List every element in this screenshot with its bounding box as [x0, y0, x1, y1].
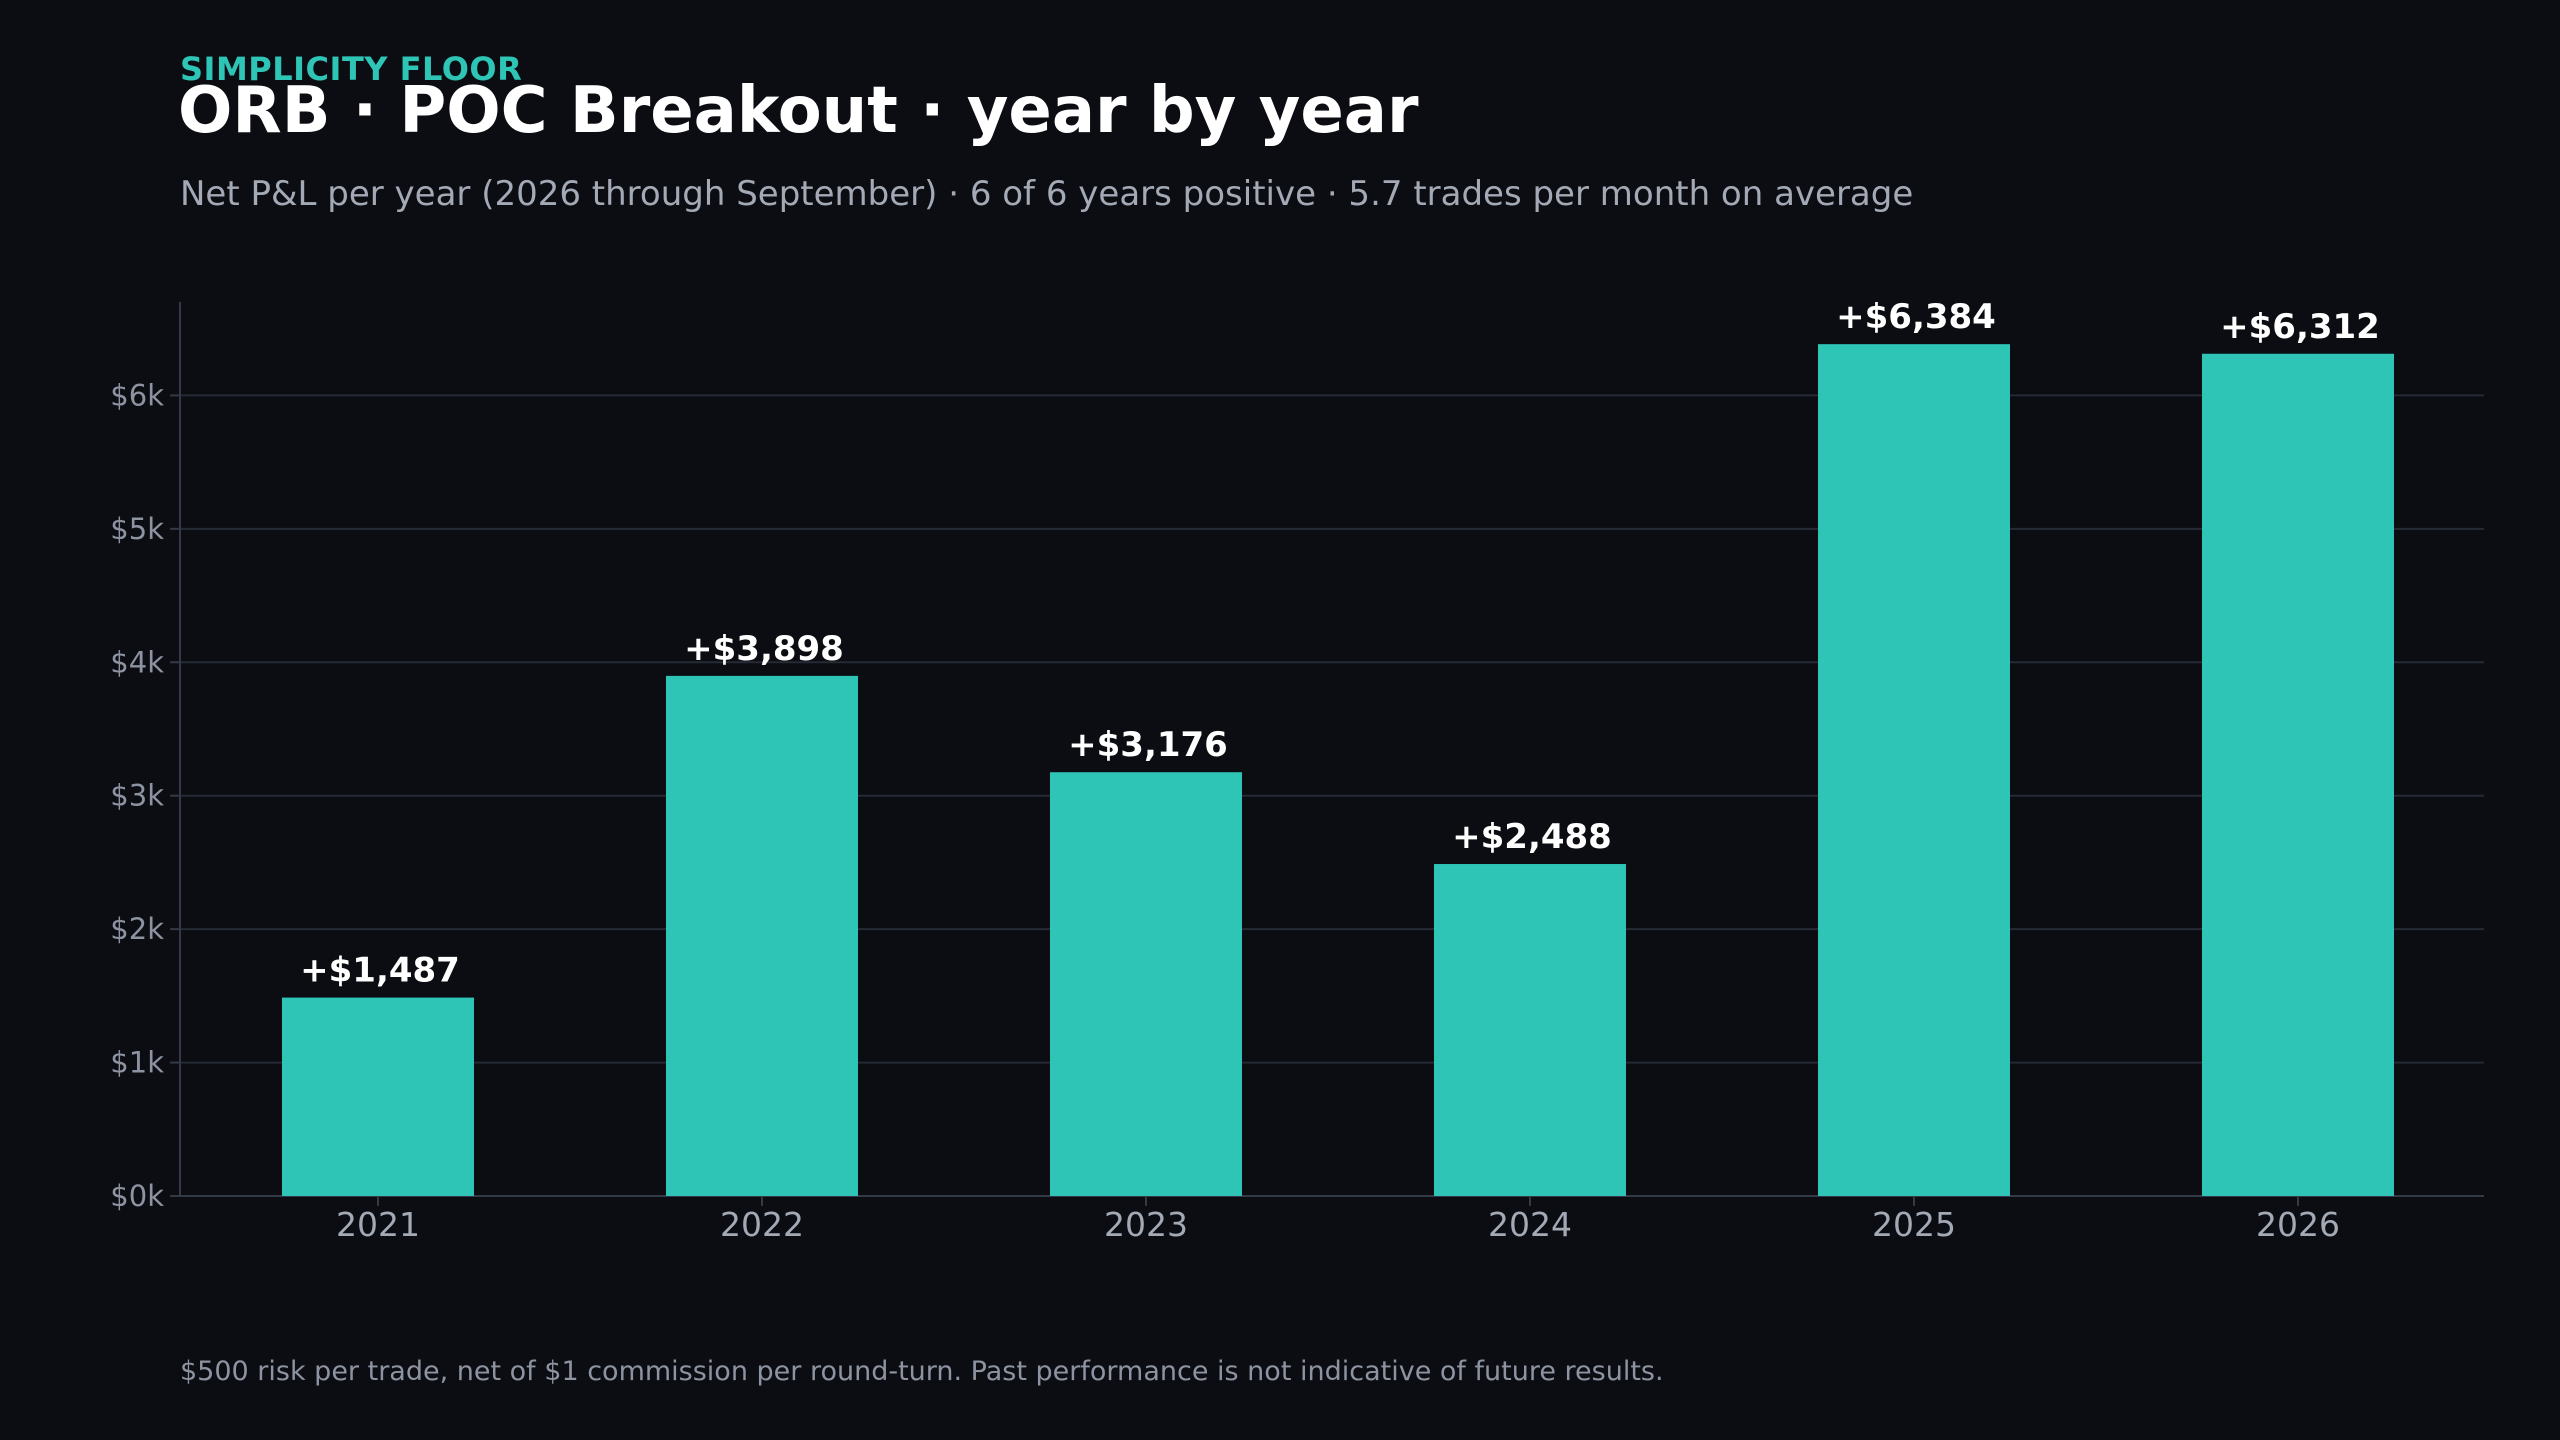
data-label: +$3,176 — [1068, 725, 1228, 765]
data-label: +$6,384 — [1836, 297, 1996, 337]
chart-subtitle: Net P&L per year (2026 through September… — [180, 174, 1914, 214]
x-tick-label: 2023 — [1104, 1205, 1188, 1244]
chart-title: ORB · POC Breakout · year by year — [178, 74, 1419, 148]
y-tick-label: $0k — [110, 1179, 164, 1213]
chart-eyebrow: SIMPLICITY FLOOR — [180, 50, 523, 88]
bar — [2202, 353, 2394, 1196]
y-tick-label: $5k — [110, 512, 164, 546]
data-label: +$3,898 — [684, 629, 844, 669]
x-tick-label: 2022 — [720, 1205, 804, 1244]
data-label: +$2,488 — [1452, 817, 1612, 857]
bar — [1050, 772, 1242, 1196]
x-tick-label: 2024 — [1488, 1205, 1572, 1244]
y-tick-label: $2k — [110, 912, 164, 946]
bar — [1434, 864, 1626, 1196]
y-tick-label: $4k — [110, 645, 164, 679]
x-tick-label: 2021 — [336, 1205, 420, 1244]
chart-footnote: $500 risk per trade, net of $1 commissio… — [180, 1356, 1664, 1387]
bar — [666, 675, 858, 1196]
y-tick-label: $1k — [110, 1046, 164, 1080]
y-tick-label: $3k — [110, 779, 164, 813]
bar — [282, 997, 474, 1196]
y-tick-label: $6k — [110, 378, 164, 412]
data-label: +$6,312 — [2220, 307, 2380, 347]
x-tick-label: 2025 — [1872, 1205, 1956, 1244]
bar — [1818, 344, 2010, 1196]
data-label: +$1,487 — [300, 951, 460, 991]
x-tick-label: 2026 — [2256, 1205, 2340, 1244]
